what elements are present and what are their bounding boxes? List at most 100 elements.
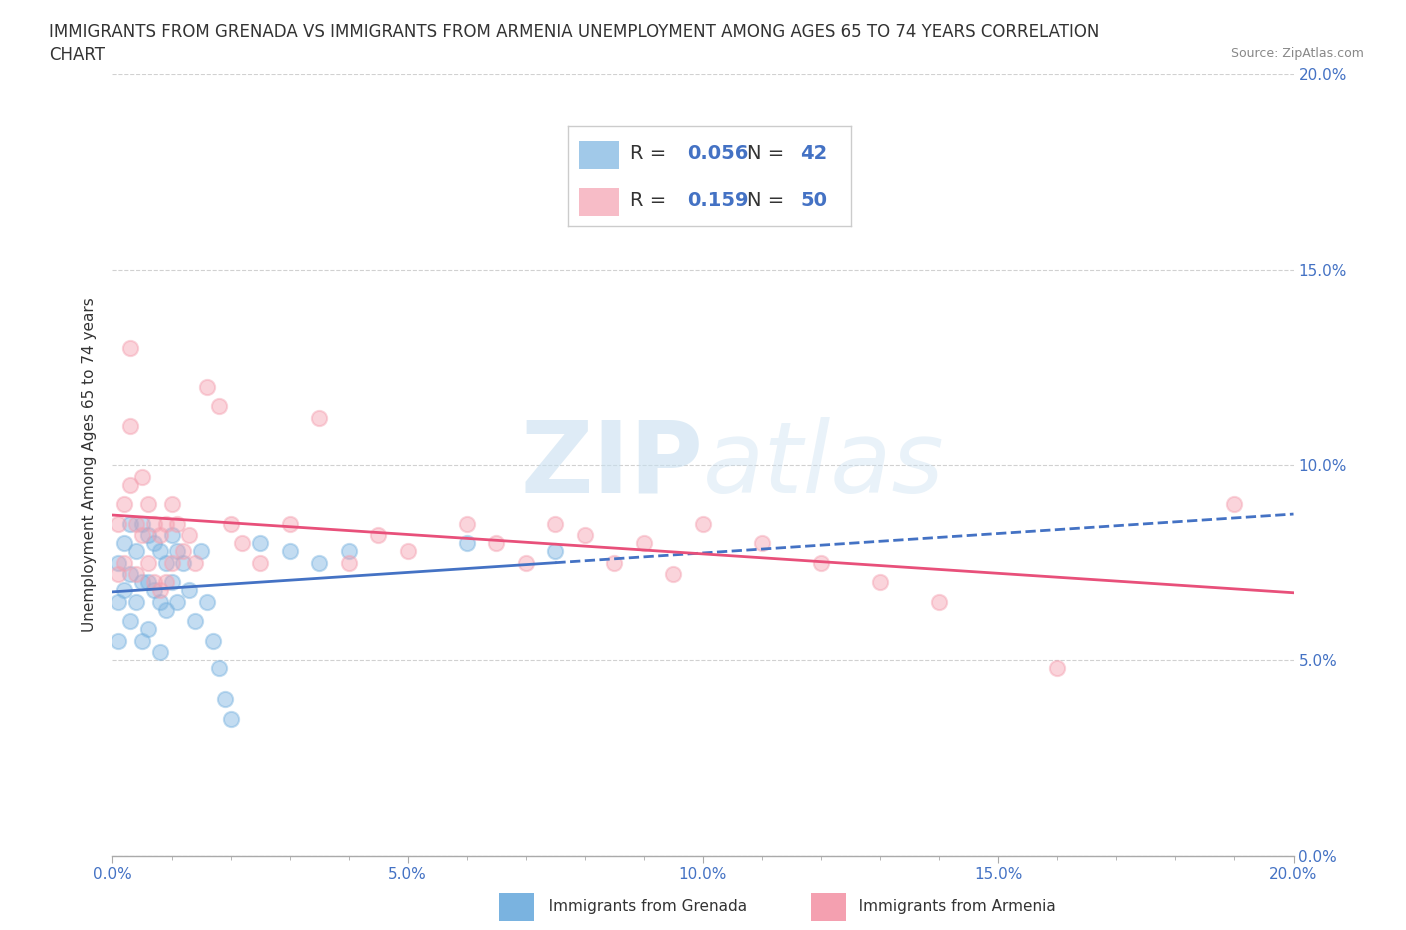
Point	[112, 582, 135, 597]
Point	[136, 555, 159, 570]
Point	[219, 711, 242, 726]
Point	[515, 555, 537, 570]
Text: CHART: CHART	[49, 46, 105, 64]
Point	[308, 411, 330, 426]
Point	[1223, 497, 1246, 512]
Point	[155, 555, 177, 570]
Point	[166, 594, 188, 609]
Point	[160, 497, 183, 512]
Point	[155, 602, 177, 617]
Point	[142, 516, 165, 531]
Point	[179, 582, 201, 597]
Point	[112, 555, 135, 570]
Text: 42: 42	[800, 144, 828, 164]
Point	[195, 379, 218, 394]
Point	[208, 399, 231, 414]
Point	[662, 567, 685, 582]
Point	[337, 543, 360, 558]
Point	[574, 528, 596, 543]
Point	[120, 477, 142, 492]
Point	[160, 575, 183, 590]
Point	[179, 528, 201, 543]
Point	[1046, 660, 1069, 675]
Text: R =: R =	[630, 144, 673, 164]
Point	[633, 536, 655, 551]
Point	[107, 555, 129, 570]
Text: ZIP: ZIP	[520, 417, 703, 513]
Point	[190, 543, 212, 558]
Text: IMMIGRANTS FROM GRENADA VS IMMIGRANTS FROM ARMENIA UNEMPLOYMENT AMONG AGES 65 TO: IMMIGRANTS FROM GRENADA VS IMMIGRANTS FR…	[49, 23, 1099, 41]
Point	[136, 497, 159, 512]
Text: N =: N =	[747, 144, 790, 164]
Point	[125, 516, 148, 531]
Text: atlas: atlas	[703, 417, 945, 513]
Point	[544, 543, 567, 558]
Point	[142, 575, 165, 590]
Text: 0.056: 0.056	[688, 144, 748, 164]
Text: R =: R =	[630, 191, 679, 209]
Point	[201, 633, 224, 648]
Point	[692, 516, 714, 531]
Point	[869, 575, 891, 590]
Point	[928, 594, 950, 609]
Point	[166, 516, 188, 531]
Point	[142, 536, 165, 551]
Point	[120, 340, 142, 355]
FancyBboxPatch shape	[579, 188, 619, 216]
Point	[112, 497, 135, 512]
Point	[107, 633, 129, 648]
Point	[112, 536, 135, 551]
Point	[249, 536, 271, 551]
Point	[603, 555, 626, 570]
Point	[125, 567, 148, 582]
Point	[810, 555, 832, 570]
Point	[278, 516, 301, 531]
Point	[131, 633, 153, 648]
Point	[208, 660, 231, 675]
Point	[120, 614, 142, 629]
Point	[214, 692, 236, 707]
Point	[544, 516, 567, 531]
Point	[131, 470, 153, 485]
Point	[125, 543, 148, 558]
Point	[231, 536, 253, 551]
Point	[120, 516, 142, 531]
Text: 0.159: 0.159	[688, 191, 748, 209]
Point	[172, 555, 194, 570]
Point	[751, 536, 773, 551]
Point	[149, 543, 172, 558]
Text: N =: N =	[747, 191, 790, 209]
Point	[195, 594, 218, 609]
Point	[184, 555, 207, 570]
Point	[107, 567, 129, 582]
Point	[125, 594, 148, 609]
Point	[149, 645, 172, 660]
Point	[120, 567, 142, 582]
Point	[131, 575, 153, 590]
Point	[107, 594, 129, 609]
Text: Immigrants from Grenada: Immigrants from Grenada	[534, 899, 748, 914]
Point	[485, 536, 508, 551]
Point	[278, 543, 301, 558]
Point	[136, 528, 159, 543]
Point	[120, 418, 142, 433]
Point	[166, 543, 188, 558]
Point	[107, 516, 129, 531]
Text: Source: ZipAtlas.com: Source: ZipAtlas.com	[1230, 46, 1364, 60]
Point	[160, 555, 183, 570]
Text: 50: 50	[800, 191, 827, 209]
Point	[337, 555, 360, 570]
Point	[149, 528, 172, 543]
Point	[367, 528, 389, 543]
Point	[142, 582, 165, 597]
Point	[155, 516, 177, 531]
Point	[219, 516, 242, 531]
Point	[155, 575, 177, 590]
Text: Immigrants from Armenia: Immigrants from Armenia	[844, 899, 1056, 914]
Point	[149, 582, 172, 597]
Point	[149, 594, 172, 609]
Point	[172, 543, 194, 558]
Point	[308, 555, 330, 570]
Point	[131, 528, 153, 543]
Point	[136, 575, 159, 590]
